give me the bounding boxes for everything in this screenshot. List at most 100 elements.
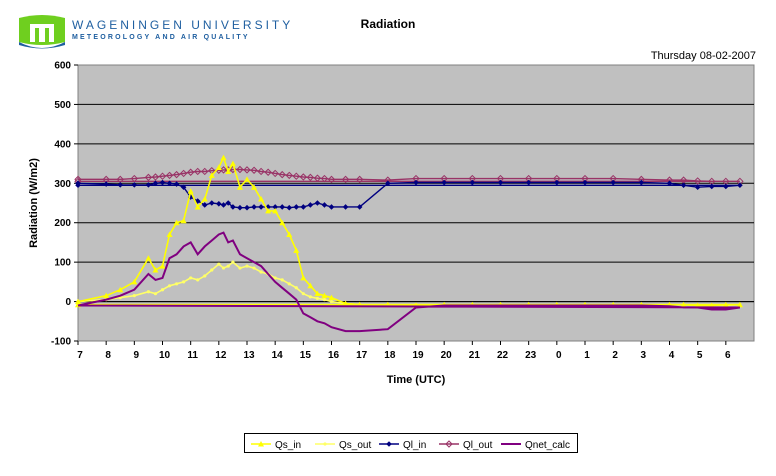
legend-label: Qs_in: [275, 440, 301, 451]
y-tick-label: -100: [51, 337, 71, 348]
data-point: [244, 204, 250, 211]
data-point: [203, 274, 207, 278]
data-point: [554, 179, 560, 186]
data-point: [694, 184, 701, 191]
university-name: WAGENINGEN UNIVERSITY: [72, 18, 294, 32]
data-point: [271, 169, 279, 178]
legend-item-ql-in: Ql_in: [379, 440, 426, 451]
data-point: [180, 217, 187, 224]
data-point: [250, 166, 258, 174]
data-point: [201, 202, 208, 208]
data-point: [582, 179, 588, 186]
y-tick-label: 200: [54, 218, 71, 229]
data-point: [328, 204, 335, 210]
data-point: [152, 180, 159, 187]
data-point: [321, 292, 328, 299]
x-tick-label: 16: [328, 350, 340, 361]
data-point: [497, 179, 504, 186]
x-tick-label: 18: [384, 350, 396, 361]
data-point: [279, 204, 286, 210]
data-point: [321, 202, 328, 208]
data-point: [680, 301, 687, 308]
y-tick-label: 100: [54, 258, 71, 269]
data-point: [208, 200, 215, 206]
data-point: [292, 172, 300, 180]
data-point: [153, 292, 158, 296]
data-point: [182, 280, 186, 284]
data-point: [173, 181, 180, 187]
data-point: [293, 247, 300, 253]
data-point: [226, 264, 230, 268]
data-point: [285, 171, 293, 180]
data-point: [159, 179, 166, 186]
data-point: [293, 204, 300, 210]
legend-marker: [323, 442, 327, 446]
y-axis-label: Radiation (W/m2): [28, 158, 40, 248]
data-point: [307, 202, 314, 208]
x-tick-label: 23: [525, 350, 537, 361]
y-tick-label: 400: [54, 139, 71, 150]
x-tick-label: 1: [584, 350, 590, 361]
legend-marker: [258, 441, 264, 447]
x-tick-label: 11: [187, 350, 198, 361]
data-point: [172, 170, 181, 179]
department-name: METEOROLOGY AND AIR QUALITY: [72, 34, 250, 41]
plot-area: [77, 64, 755, 342]
data-point: [180, 184, 187, 191]
data-point: [306, 173, 315, 182]
x-tick-label: 8: [105, 350, 111, 361]
data-point: [329, 299, 334, 304]
data-point: [117, 182, 124, 188]
x-tick-label: 14: [272, 350, 284, 361]
y-tick-label: 600: [54, 61, 71, 72]
legend-marker: [386, 441, 392, 447]
data-point: [215, 164, 222, 171]
data-point: [217, 262, 221, 266]
data-point: [286, 231, 293, 238]
data-point: [525, 179, 532, 186]
data-point: [221, 266, 226, 270]
legend-item-ql-out: Ql_out: [439, 440, 493, 451]
data-point: [314, 290, 321, 297]
data-point: [272, 204, 278, 210]
data-point: [75, 182, 81, 189]
data-point: [708, 183, 715, 190]
data-point: [327, 175, 336, 184]
data-point: [441, 179, 447, 186]
data-point: [130, 174, 139, 183]
series-lines: [74, 154, 744, 333]
data-point: [301, 292, 305, 296]
x-tick-label: 15: [300, 350, 312, 361]
data-point: [736, 301, 743, 308]
x-tick-label: 9: [134, 350, 140, 361]
y-axis-ticks: -100 0 100 200 300 400 500 600: [51, 61, 78, 348]
data-point: [328, 294, 335, 301]
data-point: [152, 267, 159, 273]
data-point: [286, 204, 293, 211]
x-tick-label: 6: [725, 350, 731, 361]
data-point: [666, 180, 673, 187]
data-point: [252, 266, 256, 270]
legend: Qs_in Qs_out Ql_in Ql_out Qnet_calc: [244, 433, 578, 453]
legend-label: Qnet_calc: [525, 440, 570, 451]
data-point: [272, 207, 279, 214]
data-point: [737, 182, 743, 189]
x-axis-label: Time (UTC): [387, 374, 446, 386]
data-point: [244, 176, 250, 182]
data-point: [225, 168, 232, 174]
x-tick-label: 21: [469, 350, 481, 361]
data-point: [314, 200, 321, 206]
data-point: [257, 167, 265, 176]
data-point: [251, 184, 258, 190]
data-point: [264, 168, 272, 176]
data-point: [280, 278, 284, 282]
data-point: [341, 175, 350, 184]
data-point: [243, 166, 251, 174]
data-point: [194, 198, 201, 204]
x-tick-label: 10: [159, 350, 171, 361]
x-tick-label: 12: [215, 350, 227, 361]
data-point: [259, 270, 263, 274]
data-point: [174, 282, 179, 286]
legend-label: Ql_out: [463, 440, 493, 451]
